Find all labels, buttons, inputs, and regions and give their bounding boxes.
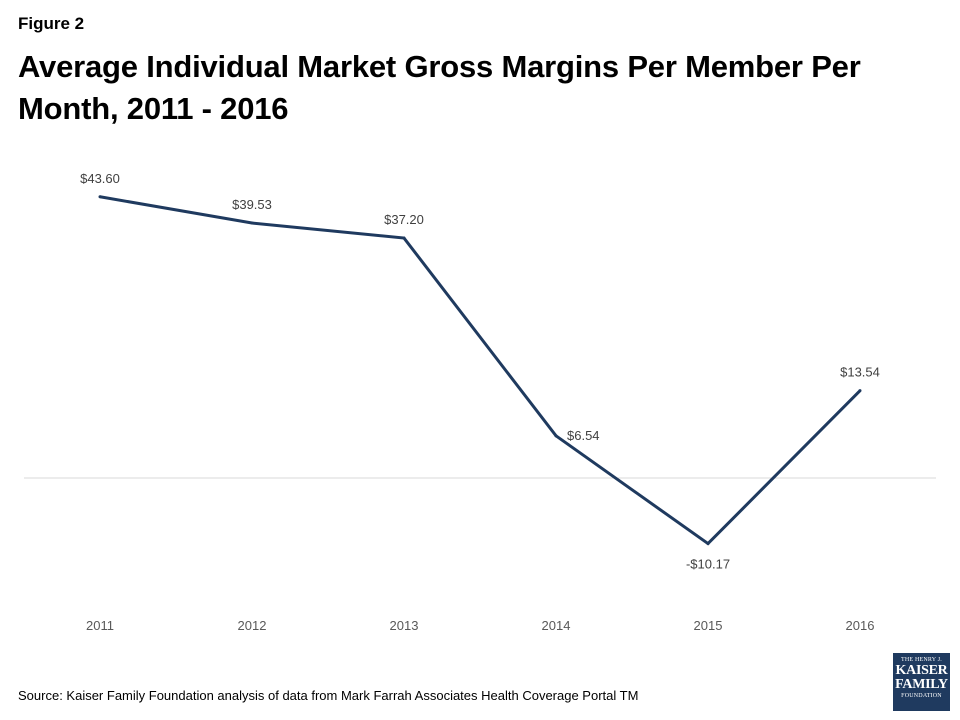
logo-line-4: FOUNDATION [901,693,942,699]
data-point-2012 [250,221,254,225]
x-tick-label-2011: 2011 [86,618,114,633]
x-tick-label-2013: 2013 [390,618,419,633]
figure-label: Figure 2 [18,14,85,33]
data-point-2013 [402,236,406,240]
data-point-2015 [706,542,710,546]
x-tick-label-2016: 2016 [846,618,875,633]
source-note: Source: Kaiser Family Foundation analysi… [18,688,639,703]
kaiser-family-foundation-logo: THE HENRY J. KAISER FAMILY FOUNDATION [893,653,950,711]
data-label-2011: $43.60 [80,171,120,186]
logo-line-1: THE HENRY J. [900,657,942,663]
x-tick-label-2015: 2015 [694,618,723,633]
data-point-2016 [858,389,862,393]
data-point-2014 [554,434,558,438]
series-line [99,195,862,546]
x-tick-label-2012: 2012 [238,618,267,633]
data-label-2013: $37.20 [384,212,424,227]
data-point-2011 [98,195,102,199]
data-label-2014: $6.54 [567,428,600,443]
data-label-2012: $39.53 [232,197,272,212]
logo-line-3: FAMILY [895,677,948,692]
data-label-2015: -$10.17 [686,557,730,572]
x-tick-label-2014: 2014 [542,618,571,633]
chart-title: Average Individual Market Gross Margins … [18,49,861,126]
data-label-2016: $13.54 [840,365,880,380]
logo-line-2: KAISER [895,663,948,678]
